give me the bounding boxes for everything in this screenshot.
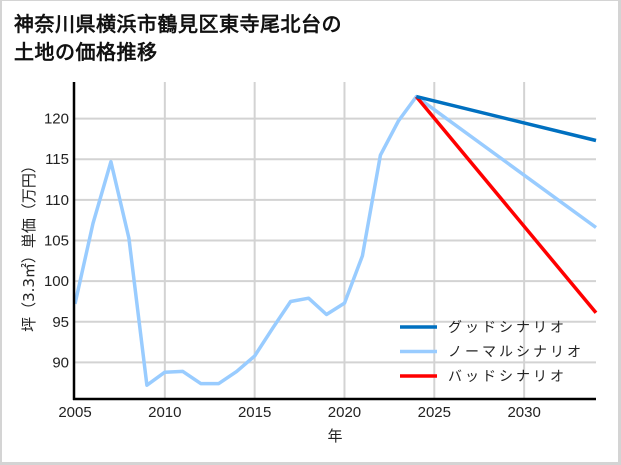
y-tick-label: 90 <box>52 354 69 371</box>
y-tick-label: 105 <box>44 233 69 250</box>
y-axis-label: 坪（3.3㎡）単価（万円） <box>20 158 38 332</box>
x-tick-label: 2015 <box>238 404 271 421</box>
legend-label: グッドシナリオ <box>448 320 567 336</box>
y-tick-label: 110 <box>45 192 69 209</box>
y-tick-label: 100 <box>44 273 69 290</box>
x-tick-label: 2025 <box>418 404 451 421</box>
series-line-2 <box>414 95 598 314</box>
x-tick-label: 2005 <box>58 404 91 421</box>
x-tick-label: 2030 <box>507 404 540 421</box>
x-tick-label: 2010 <box>148 404 181 421</box>
legend-label: バッドシナリオ <box>448 369 567 385</box>
chart-title-line-1: 神奈川県横浜市鶴見区東寺尾北台の <box>14 12 342 36</box>
x-axis-label: 年 <box>327 427 342 445</box>
x-tick-label: 2020 <box>328 404 361 421</box>
x-axis-tick-labels: 2005 2010 2015 2020 2025 2030 <box>58 404 541 421</box>
chart-title: 神奈川県横浜市鶴見区東寺尾北台の 土地の価格推移 <box>14 10 342 66</box>
series-line-0 <box>415 94 597 143</box>
y-tick-label: 115 <box>45 151 69 168</box>
y-tick-label: 120 <box>44 111 69 128</box>
grid-lines <box>75 82 596 399</box>
legend-label: ノーマルシナリオ <box>448 345 584 361</box>
y-tick-label: 95 <box>52 314 69 331</box>
series-line-1 <box>73 94 598 387</box>
chart-title-line-2: 土地の価格推移 <box>14 40 158 64</box>
y-axis-tick-labels: 90 95 100 105 110 115 120 <box>44 111 69 372</box>
data-series <box>73 94 598 387</box>
axes <box>72 82 596 401</box>
